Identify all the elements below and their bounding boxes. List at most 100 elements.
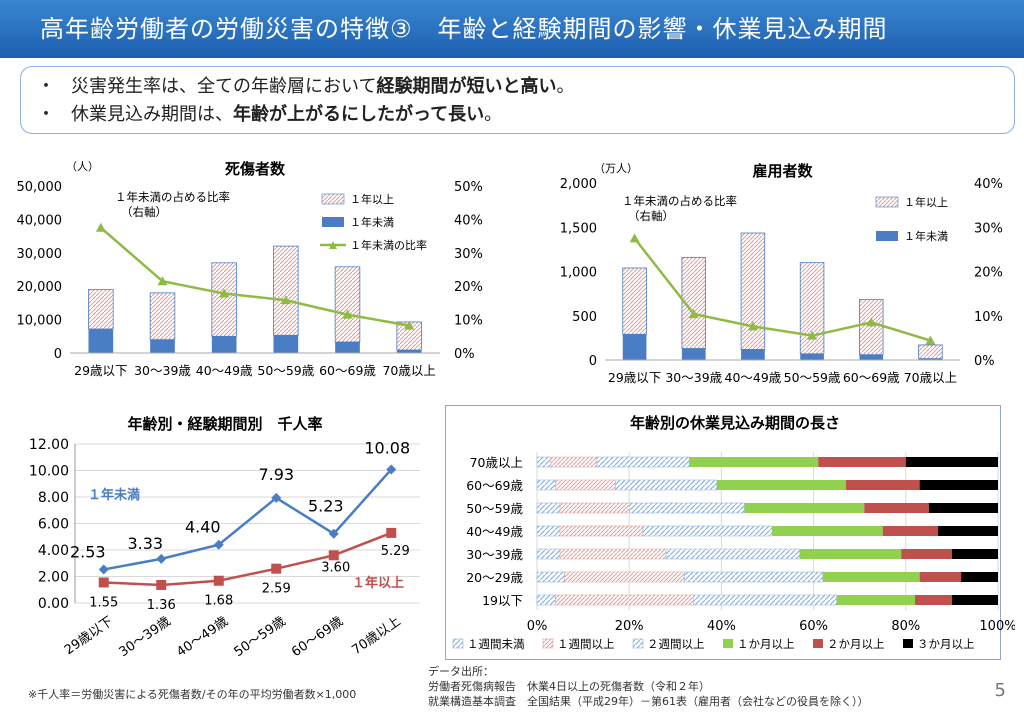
bar-under-1yr bbox=[622, 334, 647, 360]
bullet: ・ bbox=[37, 76, 55, 97]
data-label: 2.59 bbox=[262, 582, 291, 597]
stacked-segment bbox=[555, 594, 694, 606]
stacked-segment bbox=[596, 456, 690, 468]
x-tick-label: 70歳以上 bbox=[904, 370, 957, 385]
x-tick-label: 29歳以下 bbox=[62, 614, 116, 658]
data-label: 1.68 bbox=[204, 594, 233, 609]
stacked-segment bbox=[689, 457, 819, 467]
stacked-segment bbox=[559, 502, 630, 514]
y-tick-label: 0.00 bbox=[38, 596, 69, 612]
y2-tick-label: 20% bbox=[974, 266, 1003, 281]
y-tick-label: 50,000 bbox=[17, 180, 63, 195]
chart-employees: 雇用者数 （万人） 0 500 1,000 1,500 2,000 0% 10% 20% 30% 40… bbox=[560, 162, 1003, 385]
stacked-segment bbox=[559, 525, 644, 537]
x-tick-label: 40～49歳 bbox=[196, 363, 253, 378]
x-tick-label: 70歳以上 bbox=[382, 363, 435, 378]
source-note: データ出所： 労働者死傷病報告 休業4日以上の死傷者数（令和２年） 就業構造基本… bbox=[428, 665, 869, 708]
bar-over-1yr bbox=[334, 266, 361, 343]
series-line bbox=[103, 468, 393, 571]
chart-leave-duration: 年齢別の休業見込み期間の長さ 0% 20% 40% 60% 80% 100% 70歳以上 60～… bbox=[445, 405, 1015, 660]
stacked-segment bbox=[938, 526, 998, 536]
ratio-marker bbox=[866, 317, 877, 327]
bar-under-1yr bbox=[273, 335, 299, 353]
data-label: 1.36 bbox=[147, 598, 176, 613]
summary-box: ・災害発生率は、全ての年齢層において経験期間が短いと高い。 ・休業見込み期間は、… bbox=[20, 66, 1015, 134]
bar-under-1yr bbox=[211, 336, 237, 353]
y2-tick-label: 0% bbox=[454, 347, 475, 362]
legend-swatch-under bbox=[322, 217, 344, 227]
y-tick-label: 30～39歳 bbox=[466, 547, 523, 562]
data-label: 4.40 bbox=[185, 518, 221, 537]
stacked-segment bbox=[536, 456, 552, 468]
stacked-segment bbox=[615, 479, 718, 491]
series-label: １年未満 bbox=[88, 487, 140, 503]
stacked-segment bbox=[905, 457, 998, 467]
x-tick-label: 70歳以上 bbox=[349, 614, 403, 658]
data-label: 7.93 bbox=[258, 465, 294, 484]
series-label: １年以上 bbox=[352, 575, 404, 591]
stacked-segment bbox=[536, 502, 561, 514]
bar-under-1yr bbox=[918, 358, 943, 360]
stacked-segment bbox=[536, 525, 561, 537]
ratio-annotation: １年未満の占める比率 bbox=[622, 194, 737, 208]
legend-label: １年未満 bbox=[350, 215, 394, 229]
stacked-segment bbox=[693, 594, 837, 606]
x-tick-label: 40～49歳 bbox=[174, 614, 231, 660]
legend-label: １年以上 bbox=[904, 195, 948, 209]
y-tick-label: 2,000 bbox=[560, 177, 597, 192]
chart-title: 雇用者数 bbox=[752, 162, 813, 180]
x-tick-label: 60～69歳 bbox=[319, 363, 376, 378]
ratio-marker bbox=[342, 309, 353, 319]
bar-under-1yr bbox=[150, 339, 175, 353]
y2-tick-label: 40% bbox=[974, 177, 1003, 192]
y-tick-label: 70歳以上 bbox=[470, 455, 523, 470]
y-tick-label: 30,000 bbox=[17, 247, 63, 262]
legend-label: １年未満の比率 bbox=[350, 238, 427, 252]
ratio-annotation: １年未満の占める比率 bbox=[115, 190, 230, 204]
x-tick-label: 80% bbox=[891, 619, 920, 634]
data-label: 3.33 bbox=[127, 534, 163, 553]
bar-over-1yr bbox=[859, 298, 884, 356]
stacked-segment bbox=[642, 525, 773, 537]
x-tick-label: 29歳以下 bbox=[608, 370, 661, 385]
chart-title: 年齢別・経験期間別 千人率 bbox=[127, 415, 322, 433]
point-marker bbox=[156, 553, 167, 564]
x-tick-label: 0% bbox=[527, 619, 548, 634]
x-tick-label: 29歳以下 bbox=[74, 363, 127, 378]
stacked-segment bbox=[822, 572, 920, 582]
ratio-marker bbox=[688, 308, 699, 318]
summary-line-2: ・休業見込み期間は、年齢が上がるにしたがって長い。 bbox=[37, 101, 998, 129]
bar-under-1yr bbox=[859, 354, 884, 360]
y-tick-label: 500 bbox=[572, 310, 597, 325]
y-tick-label: 6.00 bbox=[38, 517, 69, 533]
legend-swatch bbox=[632, 638, 644, 649]
y-axis-unit: （万人） bbox=[594, 162, 638, 175]
x-tick-label: 60～69歳 bbox=[289, 614, 346, 660]
ratio-line bbox=[633, 237, 931, 342]
x-tick-label: 40% bbox=[707, 619, 736, 634]
y2-tick-label: 50% bbox=[454, 180, 483, 195]
page-title: 高年齢労働者の労働災害の特徴③ 年齢と経験期間の影響・休業見込み期間 bbox=[0, 0, 1024, 58]
data-label: 5.29 bbox=[381, 544, 410, 559]
x-tick-label: 50～59歳 bbox=[232, 614, 289, 660]
y-tick-label: 2.00 bbox=[38, 570, 69, 586]
bar-under-1yr bbox=[88, 328, 114, 353]
ratio-marker bbox=[404, 320, 415, 330]
x-tick-label: 60～69歳 bbox=[843, 370, 900, 385]
y-tick-label: 1,000 bbox=[560, 266, 597, 281]
bar-under-1yr bbox=[396, 349, 422, 353]
legend-label: ２か月以上 bbox=[827, 637, 885, 651]
data-label: 2.53 bbox=[70, 542, 106, 561]
ratio-annotation: （右軸） bbox=[121, 205, 167, 219]
ratio-line bbox=[100, 226, 410, 327]
stacked-segment bbox=[744, 503, 865, 513]
legend-label: ２週間以上 bbox=[647, 637, 705, 651]
ratio-marker bbox=[807, 330, 818, 340]
legend-label: １週間未満 bbox=[467, 637, 525, 651]
y-tick-label: 1,500 bbox=[560, 221, 597, 236]
stacked-segment bbox=[628, 502, 745, 514]
page-number: 5 bbox=[994, 680, 1006, 701]
bar-over-1yr bbox=[149, 292, 176, 341]
x-tick-label: 100% bbox=[979, 619, 1015, 634]
ratio-annotation: （右軸） bbox=[628, 209, 674, 223]
